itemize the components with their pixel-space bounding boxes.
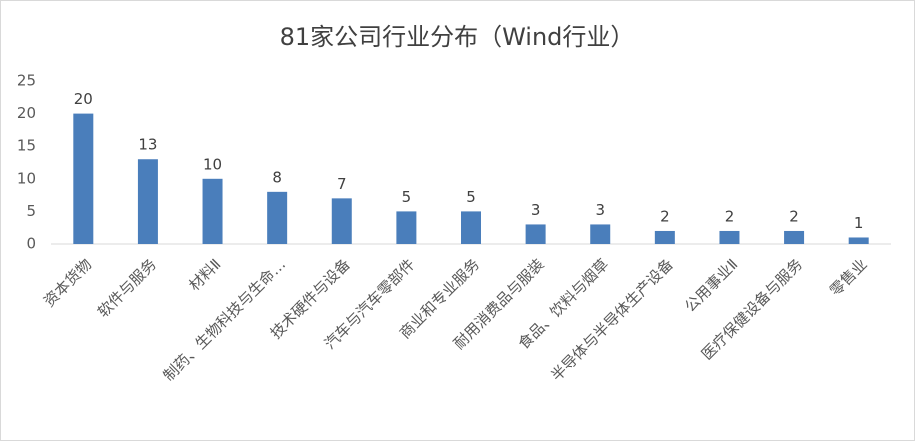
bar [267,191,288,244]
data-label: 3 [595,201,605,219]
bar [331,198,352,244]
data-label: 2 [660,207,670,225]
y-tick-label: 0 [26,235,36,253]
bar [719,230,740,244]
chart-title: 81家公司行业分布（Wind行业） [280,23,635,51]
data-label: 8 [272,168,282,186]
data-label: 5 [466,188,476,206]
data-label: 3 [531,201,541,219]
data-label: 5 [402,188,412,206]
data-label: 2 [789,207,799,225]
bar [848,237,869,244]
data-label: 10 [203,155,222,173]
bar [590,224,611,244]
data-label: 13 [138,136,157,154]
bar [73,113,94,244]
y-tick-label: 5 [26,202,36,220]
data-label: 1 [854,214,864,232]
y-tick-label: 15 [17,137,36,155]
y-tick-label: 25 [17,72,36,90]
bar [202,178,223,244]
bar [396,211,417,244]
bar [137,159,158,244]
y-tick-label: 10 [17,169,36,187]
y-tick-label: 20 [17,104,36,122]
bar [784,230,805,244]
data-label: 2 [725,207,735,225]
data-label: 7 [337,175,347,193]
bar [525,224,546,244]
data-label: 20 [74,90,93,108]
bar [461,211,481,244]
bar [654,230,675,244]
